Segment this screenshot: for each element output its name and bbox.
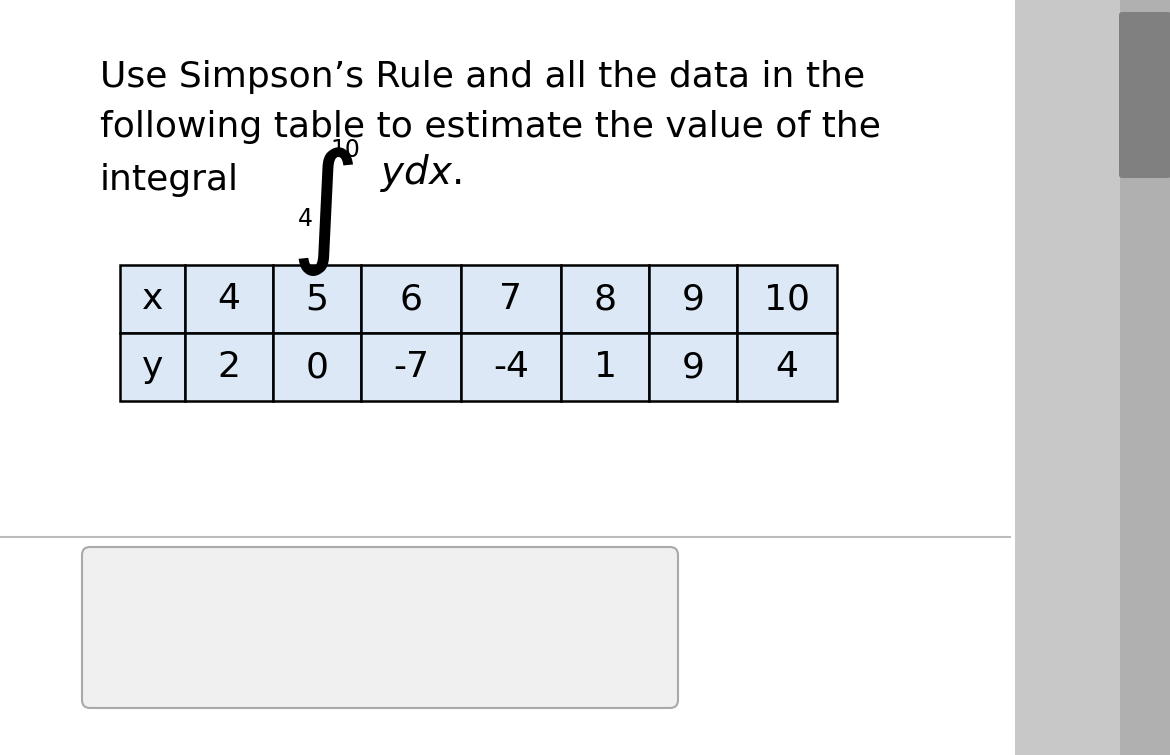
Text: 1: 1 [593,350,617,384]
Bar [737,265,837,333]
Text: 7: 7 [500,282,523,316]
Text: 9: 9 [682,350,704,384]
Text: 0: 0 [305,350,329,384]
Text: 6: 6 [399,282,422,316]
Text: 5: 5 [305,282,329,316]
Bar [121,265,185,333]
Bar [185,333,273,401]
Text: 10: 10 [330,138,360,162]
Bar [121,333,185,401]
Text: 2: 2 [218,350,241,384]
Text: -4: -4 [493,350,529,384]
Bar [649,265,737,333]
Text: x: x [142,282,163,316]
FancyBboxPatch shape [1119,12,1170,178]
Text: following table to estimate the value of the: following table to estimate the value of… [99,110,881,144]
Text: Use Simpson’s Rule and all the data in the: Use Simpson’s Rule and all the data in t… [99,60,865,94]
Text: 4: 4 [218,282,241,316]
Text: integral: integral [99,163,239,197]
Text: 4: 4 [298,207,314,231]
Text: $\int$: $\int$ [290,145,355,278]
FancyBboxPatch shape [82,547,677,708]
Bar [273,265,362,333]
Bar [461,333,560,401]
Bar [560,265,649,333]
Bar [185,265,273,333]
Text: $ydx.$: $ydx.$ [380,152,462,194]
Text: 10: 10 [764,282,810,316]
Text: y: y [142,350,163,384]
Text: 4: 4 [776,350,798,384]
Bar [649,333,737,401]
Bar [362,333,461,401]
Bar [737,333,837,401]
Text: 8: 8 [593,282,617,316]
Bar [560,333,649,401]
Bar [362,265,461,333]
Bar [273,333,362,401]
Bar [1120,0,1170,755]
Text: -7: -7 [393,350,429,384]
FancyBboxPatch shape [0,0,1016,755]
Bar [461,265,560,333]
Text: 9: 9 [682,282,704,316]
